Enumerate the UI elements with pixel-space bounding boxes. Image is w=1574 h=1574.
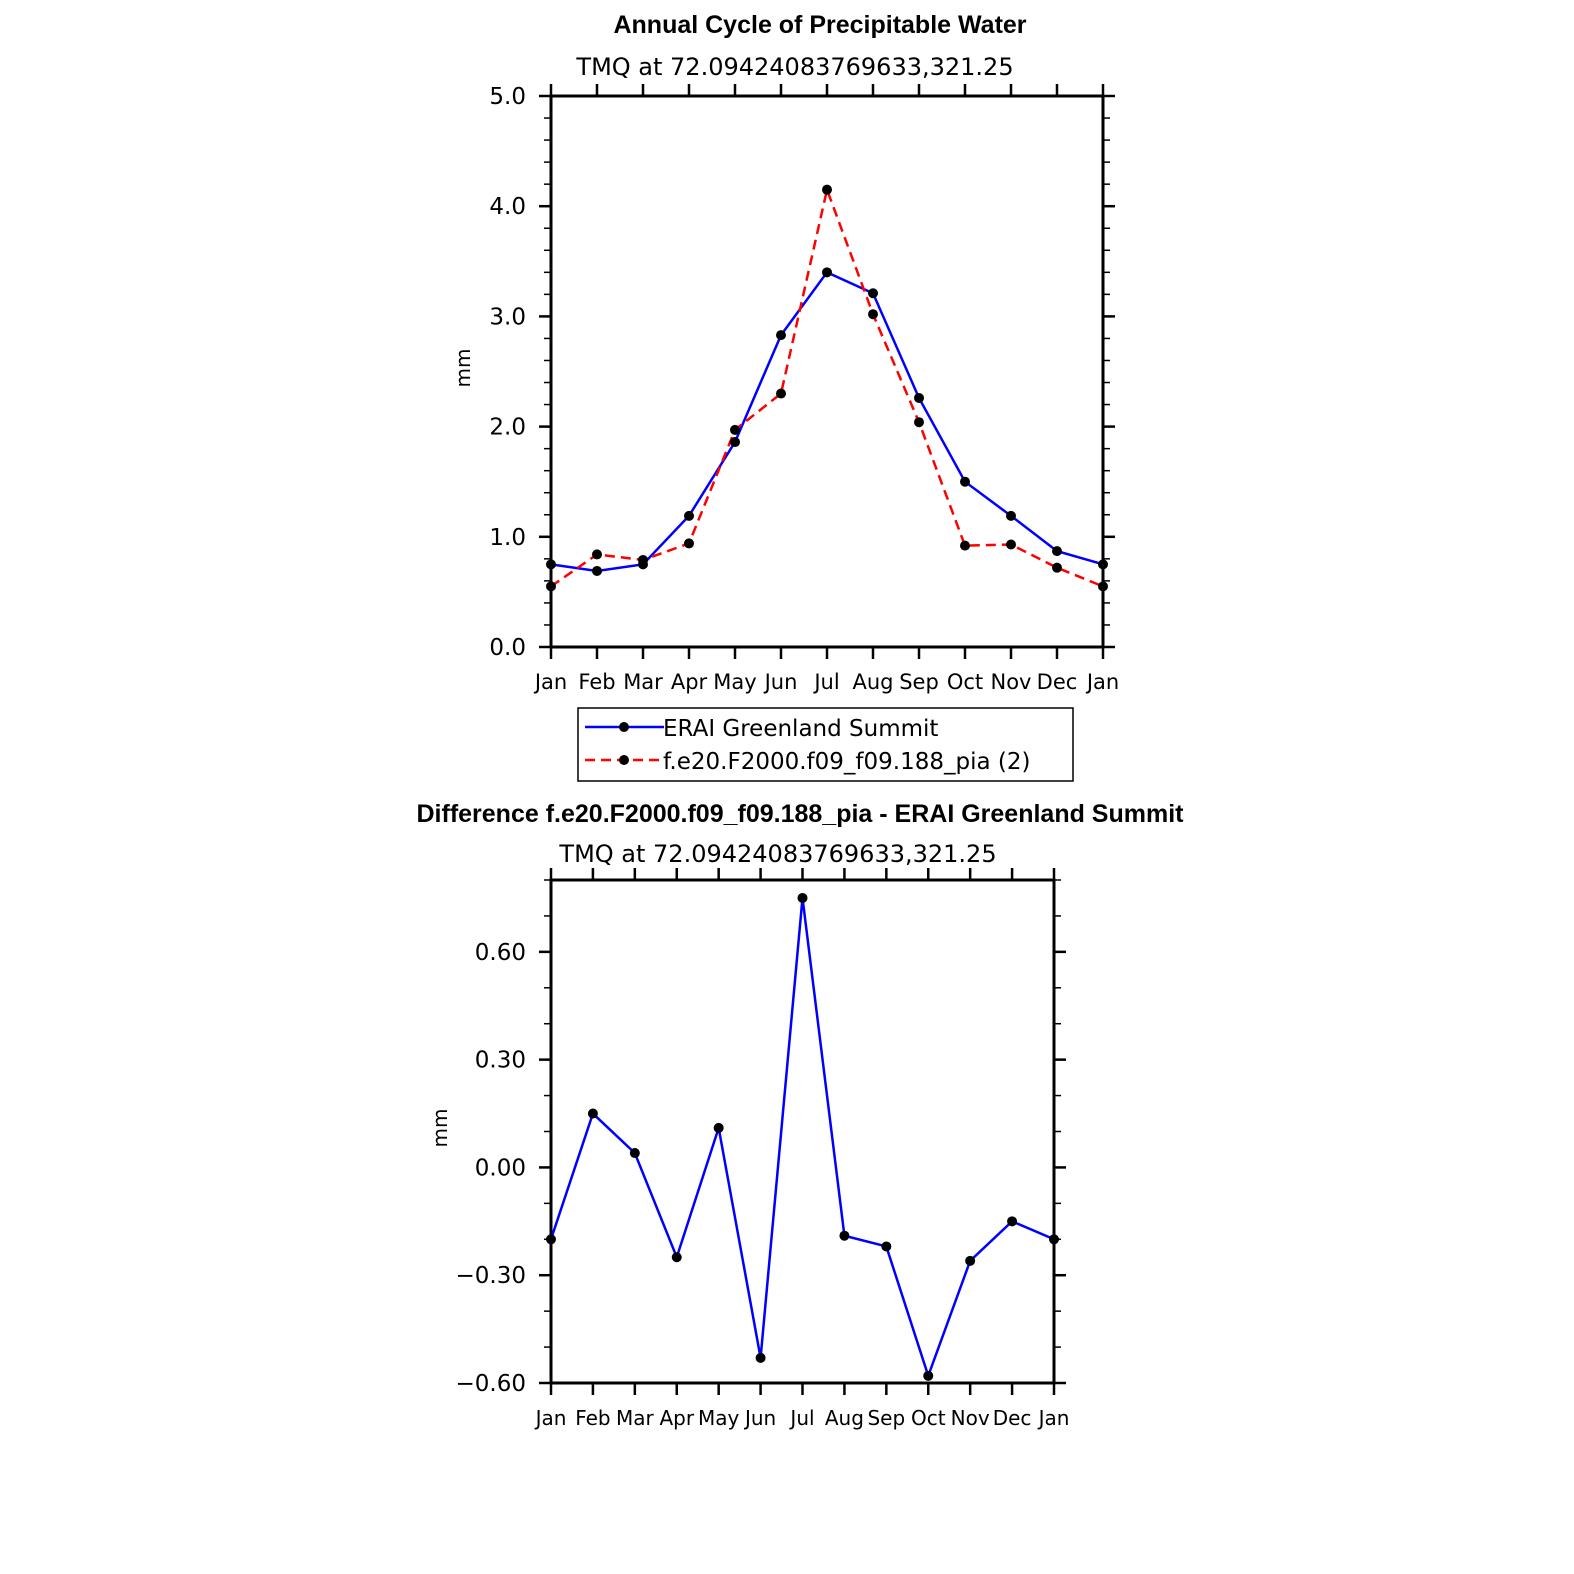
y-axis-label: mm (451, 349, 475, 388)
series-1-point (960, 540, 970, 551)
y-tick-label: 0.30 (475, 1048, 526, 1074)
series-0-point (546, 1234, 556, 1245)
legend-label-model: f.e20.F2000.f09_f09.188_pia (2) (663, 749, 1030, 775)
legend-marker-erai (619, 722, 629, 732)
series-1-point (776, 388, 786, 399)
x-tick-label: Dec (1037, 670, 1078, 694)
y-tick-label: 1.0 (489, 525, 526, 551)
x-tick-label: Feb (575, 1406, 610, 1430)
series-0-point (713, 1122, 724, 1133)
chart-title: Annual Cycle of Precipitable Water (613, 11, 1026, 39)
x-tick-label: Apr (659, 1406, 694, 1430)
x-tick-label: Jan (1037, 1406, 1070, 1430)
series-0-point (546, 559, 556, 570)
x-tick-label: Dec (993, 1406, 1032, 1430)
series-0-point (839, 1230, 850, 1241)
x-tick-label: Mar (623, 670, 663, 694)
series-0-point (797, 892, 808, 903)
series-0-point (671, 1252, 682, 1263)
series-0-point (1049, 1234, 1059, 1245)
x-tick-label: Nov (991, 670, 1032, 694)
y-tick-label: 4.0 (489, 194, 526, 220)
series-1-point (592, 549, 602, 560)
series-1-point (1098, 581, 1108, 592)
y-tick-label: −0.30 (456, 1263, 526, 1289)
series-1-point (914, 417, 924, 428)
series-0-point (1007, 1216, 1018, 1227)
series-line-1 (550, 185, 1104, 588)
y-tick-label: −0.60 (456, 1371, 526, 1397)
x-tick-label: Jul (788, 1406, 814, 1430)
y-tick-label: 0.00 (475, 1155, 526, 1181)
diff-y-axis-label: mm (428, 1109, 452, 1148)
series-0-point (755, 1352, 766, 1363)
x-tick-label: Sep (867, 1406, 905, 1430)
x-tick-label: Jun (763, 670, 798, 694)
x-tick-label: Jul (812, 670, 839, 694)
series-1-point (684, 538, 694, 549)
series-0-point (776, 330, 786, 341)
series-0-point (881, 1241, 892, 1252)
y-tick-label: 0.60 (475, 940, 526, 966)
series-line-0 (549, 897, 1055, 1380)
plot-frame (549, 94, 1105, 649)
series-0-point (923, 1370, 934, 1381)
legend-marker-model (619, 755, 629, 765)
series-0-point (914, 392, 924, 403)
annual-cycle-chart: Annual Cycle of Precipitable Water TMQ a… (451, 11, 1119, 694)
x-tick-label: Oct (947, 670, 983, 694)
series-0-point (1006, 510, 1016, 521)
series-0-point (1098, 559, 1108, 570)
series-0-point (592, 565, 602, 576)
series-0-point (730, 437, 740, 448)
series-0-point (822, 267, 832, 278)
x-tick-label: Nov (951, 1406, 990, 1430)
x-tick-label: Aug (852, 670, 893, 694)
x-tick-label: Jan (534, 1406, 567, 1430)
y-tick-label: 3.0 (489, 304, 526, 330)
x-tick-label: Jun (743, 1406, 776, 1430)
series-0-point (684, 510, 694, 521)
x-tick-label: Feb (578, 670, 615, 694)
legend-box (577, 707, 1074, 782)
difference-chart: Difference f.e20.F2000.f09_f09.188_pia -… (417, 800, 1185, 1430)
legend-label-erai: ERAI Greenland Summit (663, 716, 938, 742)
series-0-point (960, 476, 970, 487)
x-tick-label: Sep (899, 670, 939, 694)
series-1-point (1052, 562, 1062, 573)
x-tick-label: Mar (616, 1406, 655, 1430)
diff-chart-subtitle: TMQ at 72.09424083769633,321.25 (558, 840, 996, 868)
series-0-point (587, 1108, 598, 1119)
series-1-point (730, 424, 740, 435)
series-1-point (546, 581, 556, 592)
plot-frame (549, 878, 1056, 1385)
series-line-0 (550, 270, 1104, 573)
y-tick-label: 5.0 (489, 84, 526, 110)
x-tick-label: Apr (671, 670, 708, 694)
series-0-point (965, 1255, 976, 1266)
series-1-point (638, 554, 648, 565)
y-tick-label: 0.0 (489, 635, 526, 661)
x-tick-label: May (698, 1406, 740, 1430)
series-0-point (868, 288, 878, 299)
x-tick-label: May (713, 670, 756, 694)
x-tick-label: Jan (1085, 670, 1119, 694)
series-1-point (1006, 539, 1016, 550)
x-tick-label: Jan (533, 670, 567, 694)
series-1-point (822, 184, 832, 195)
x-tick-label: Aug (825, 1406, 864, 1430)
chart-subtitle: TMQ at 72.09424083769633,321.25 (575, 53, 1013, 81)
x-tick-label: Oct (911, 1406, 946, 1430)
legend: ERAI Greenland Summit f.e20.F2000.f09_f0… (577, 707, 1074, 782)
series-1-point (868, 309, 878, 320)
series-0-point (629, 1148, 640, 1159)
series-0-point (1052, 546, 1062, 557)
y-tick-label: 2.0 (489, 415, 526, 441)
diff-chart-title: Difference f.e20.F2000.f09_f09.188_pia -… (417, 800, 1185, 828)
